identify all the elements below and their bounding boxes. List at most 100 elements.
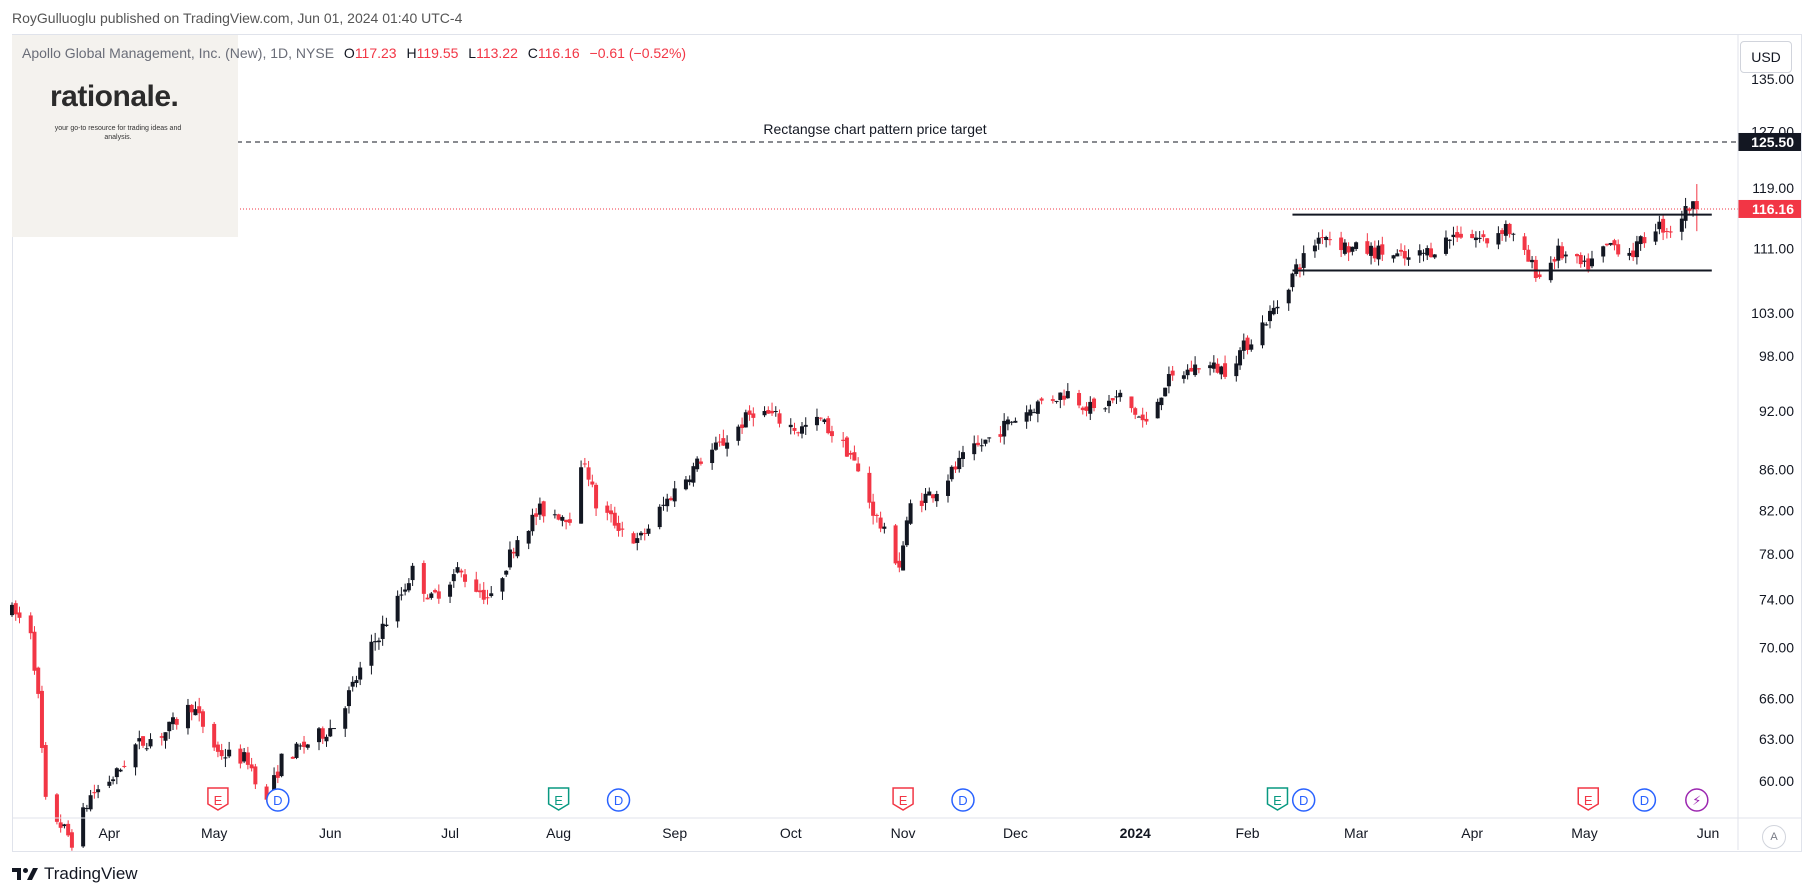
currency-button[interactable]: USD	[1740, 41, 1792, 73]
low-value: 113.22	[476, 45, 518, 61]
candle-body	[88, 795, 93, 810]
earnings-icon	[892, 787, 914, 811]
candle-body	[762, 411, 767, 416]
earnings-marker[interactable]: E	[892, 787, 914, 811]
candle-body	[200, 711, 205, 727]
candle-body	[455, 567, 460, 573]
candle-body	[1458, 233, 1463, 238]
candle-body	[1058, 392, 1063, 400]
candle-body	[249, 764, 254, 769]
candle-body	[841, 439, 846, 441]
candle-body	[403, 589, 408, 592]
candle-body	[376, 640, 381, 643]
candle-body	[302, 741, 307, 747]
candle-body	[642, 533, 647, 535]
candle-body	[1380, 244, 1385, 255]
split-marker[interactable]: ⚡	[1685, 788, 1709, 812]
candle-body	[227, 749, 232, 757]
x-tick-label: May	[201, 825, 227, 841]
candle-body	[1039, 398, 1044, 401]
candle-body	[58, 822, 63, 828]
candle-body	[1612, 240, 1617, 246]
candle-body	[1530, 259, 1535, 263]
candle-body	[927, 491, 932, 496]
candle-body	[844, 437, 849, 457]
x-tick-label: Mar	[1344, 825, 1368, 841]
dividend-marker[interactable]: D	[1632, 788, 1657, 812]
candle-body	[923, 493, 928, 503]
auto-scale-button[interactable]: A	[1762, 825, 1786, 849]
candle-body	[882, 526, 887, 529]
y-tick-label: 135.00	[1751, 71, 1794, 87]
event-letter: E	[214, 793, 223, 808]
candle-body	[504, 570, 509, 575]
event-letter: E	[899, 793, 908, 808]
event-letter: D	[958, 793, 967, 808]
candle-body	[1470, 233, 1475, 239]
candle-body	[1616, 244, 1621, 255]
dividend-marker[interactable]: D	[606, 788, 631, 812]
candle-body	[1627, 252, 1632, 256]
candle-body	[668, 498, 673, 501]
candle-body	[972, 443, 977, 455]
candle-body	[448, 584, 453, 597]
candle-body	[185, 704, 190, 729]
candle-body	[1634, 241, 1639, 258]
candle-body	[478, 590, 483, 593]
candle-body	[567, 519, 572, 523]
candle-body	[818, 417, 823, 419]
candle-body	[1372, 247, 1377, 259]
candle-body	[84, 808, 89, 810]
candle-body	[215, 744, 220, 752]
candle-body	[594, 484, 599, 509]
dividend-marker[interactable]: D	[951, 788, 975, 812]
candle-body	[1009, 421, 1014, 423]
earnings-marker[interactable]: E	[547, 787, 570, 811]
candle-body	[436, 591, 441, 599]
earnings-icon	[1577, 787, 1599, 811]
candle-body	[331, 728, 336, 730]
candle-body	[69, 832, 74, 848]
logo-tagline: your go-to resource for trading ideas an…	[54, 125, 182, 141]
candle-body	[425, 597, 430, 600]
earnings-marker[interactable]: E	[207, 787, 229, 811]
candle-body	[1548, 262, 1553, 281]
dividend-marker[interactable]: D	[266, 788, 290, 812]
x-tick-label: Sep	[662, 825, 687, 841]
candle-body	[10, 604, 14, 616]
candle-body	[826, 418, 831, 434]
candle-body	[324, 736, 329, 742]
candle-body	[245, 752, 250, 765]
candle-body	[294, 743, 299, 758]
candle-body	[1485, 238, 1490, 244]
candle-body	[766, 410, 771, 414]
candle-body	[1155, 401, 1160, 419]
candle-body	[1586, 258, 1591, 270]
candle-body	[429, 593, 434, 598]
candle-body	[687, 479, 692, 483]
candle-body	[1271, 307, 1276, 315]
earnings-marker[interactable]: E	[1577, 787, 1599, 811]
candle-body	[1211, 362, 1216, 369]
candle-body	[459, 570, 464, 573]
candle-body	[114, 768, 119, 778]
candle-body	[983, 439, 988, 444]
ohlc-legend: Apollo Global Management, Inc. (New), 1D…	[22, 45, 686, 61]
symbol-title[interactable]: Apollo Global Management, Inc. (New), 1D…	[22, 45, 335, 61]
earnings-marker[interactable]: E	[1266, 787, 1289, 811]
candle-body	[1118, 392, 1123, 398]
candle-body	[1339, 237, 1344, 251]
candle-body	[1421, 252, 1426, 254]
candle-body	[489, 593, 494, 597]
y-tick-label: 111.00	[1753, 240, 1794, 256]
candle-body	[159, 736, 164, 738]
candle-body	[725, 442, 730, 449]
dividend-marker[interactable]: D	[1291, 788, 1316, 812]
y-tick-label: 82.00	[1759, 503, 1794, 519]
candle-body	[1365, 241, 1370, 254]
candle-body	[695, 458, 700, 470]
tradingview-brand[interactable]: TradingView	[12, 864, 138, 884]
event-letter: E	[1273, 793, 1282, 808]
candle-body	[1578, 255, 1583, 265]
